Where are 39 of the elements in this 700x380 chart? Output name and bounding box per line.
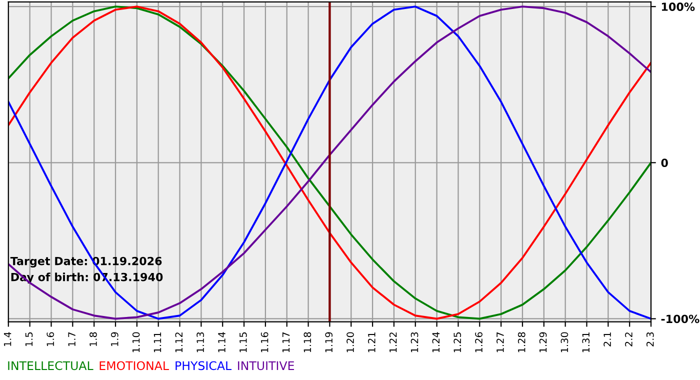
x-tick-label: 1.28 (518, 332, 526, 352)
x-tick-label: 1.26 (475, 332, 482, 352)
x-tick-label: 1.9 (110, 332, 118, 346)
x-tick-label: 1.20 (346, 332, 354, 352)
line-series (8, 6, 651, 320)
x-tick-label: 1.19 (325, 332, 333, 352)
x-tick-label: 1.12 (175, 332, 182, 352)
x-tick-label: 2.1 (604, 332, 611, 346)
x-tick-label: 1.16 (260, 332, 268, 352)
x-tick-label: 1.25 (454, 332, 462, 352)
text: INTELLECTUAL (8, 361, 94, 370)
x-tick-label: 1.27 (496, 332, 504, 352)
x-tick-label: 1.15 (240, 332, 247, 352)
x-tick-label: 1.5 (25, 332, 33, 346)
x-tick-label: 1.23 (410, 332, 418, 352)
x-tick-label: 1.10 (132, 332, 140, 352)
y-tick-label: 0 (661, 158, 668, 168)
y-tick-label: 100% (662, 2, 695, 11)
text: INTUITIVE (238, 361, 294, 370)
x-tick-label: 1.24 (432, 332, 440, 352)
text: PHYSICAL (176, 361, 232, 370)
x-tick-label: 1.14 (218, 332, 226, 352)
x-tick-label: 2.3 (646, 332, 654, 346)
x-tick-label: 2.2 (625, 332, 632, 346)
x-tick-label: 1.13 (196, 332, 204, 352)
x-tick-label: 1.17 (282, 332, 290, 352)
x-tick-label: 1.21 (368, 332, 376, 352)
x-tick-label: 1.29 (539, 332, 547, 352)
x-tick-label: 1.30 (560, 332, 568, 352)
text: EMOTIONAL (100, 361, 169, 370)
x-tick-label: 1.7 (68, 332, 76, 346)
x-tick-label: 1.8 (90, 332, 97, 346)
x-tick-label: 1.6 (46, 332, 54, 346)
x-tick-label: 1.18 (304, 332, 312, 352)
x-tick-label: 1.11 (154, 332, 162, 352)
x-tick-label: 1.31 (582, 332, 590, 352)
x-tick-label: 1.22 (389, 332, 397, 352)
y-tick-label: -100% (661, 314, 700, 324)
x-tick-label: 1.4 (4, 332, 12, 346)
